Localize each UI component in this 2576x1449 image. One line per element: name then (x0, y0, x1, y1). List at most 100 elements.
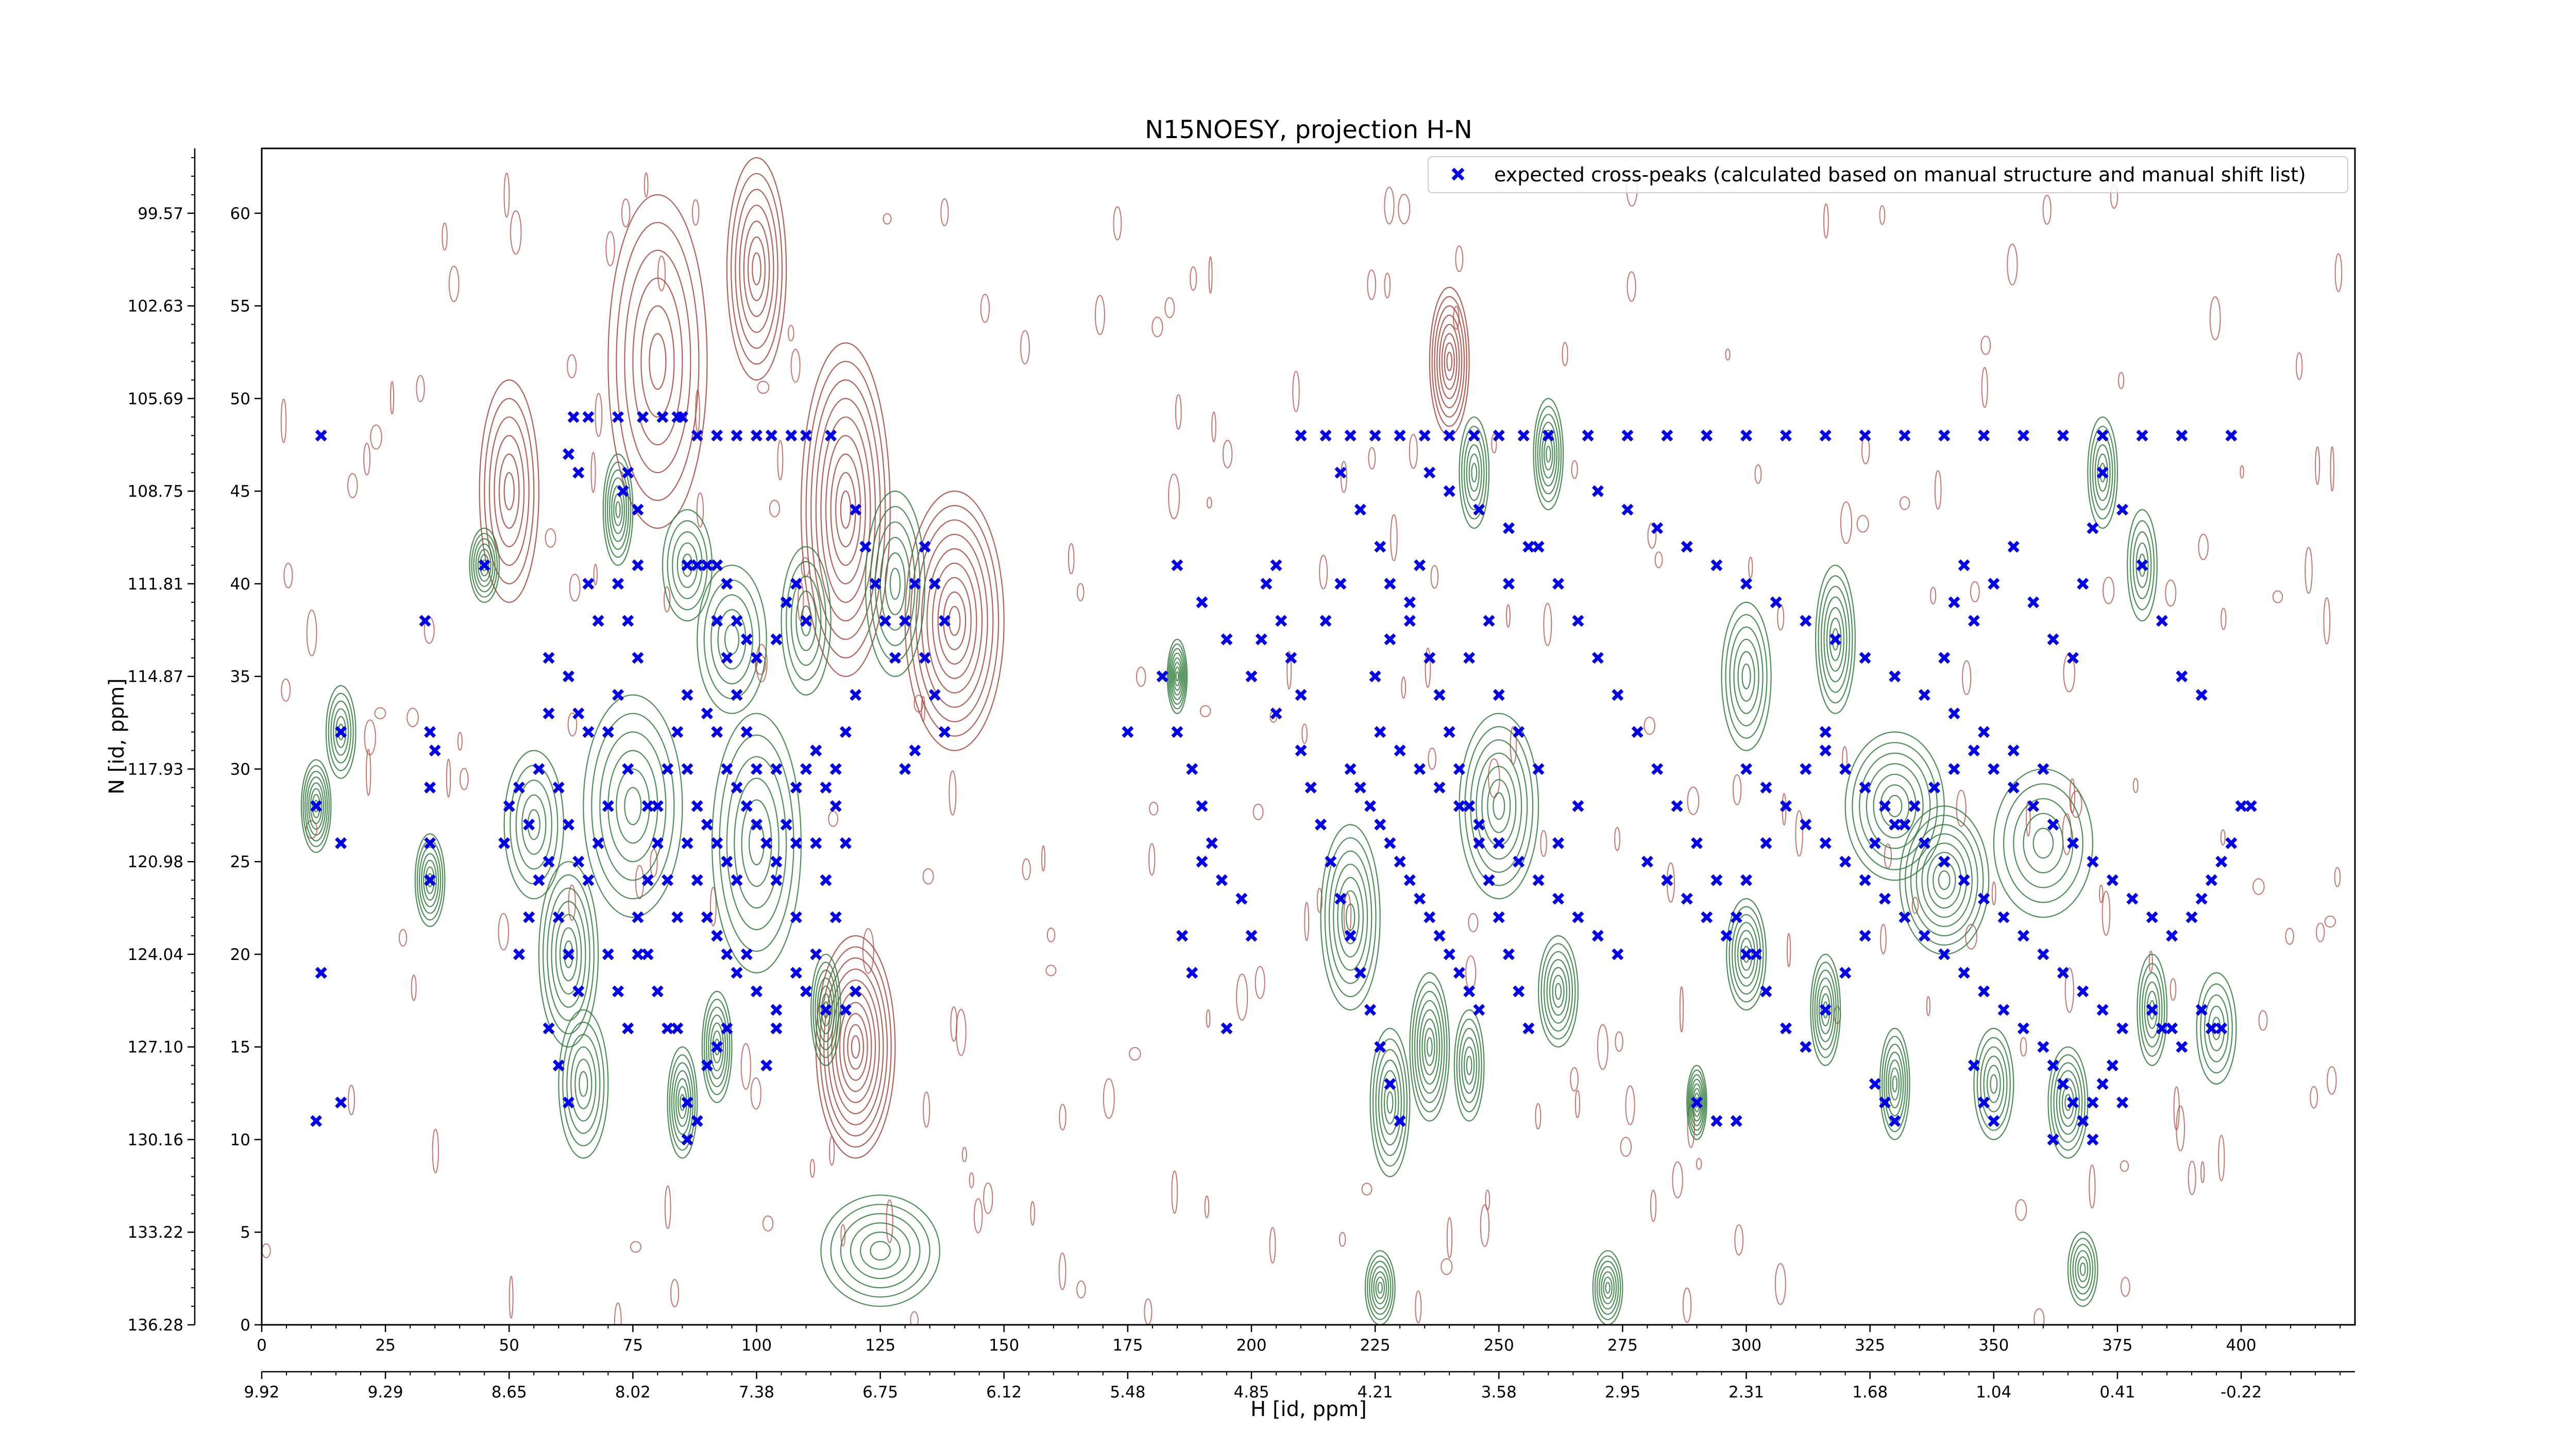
cross-peak-stroke (1710, 559, 1723, 571)
cross-peak-stroke (1889, 1115, 1901, 1127)
cross-peak-stroke (1968, 615, 1980, 627)
noise-contour (1574, 1089, 1581, 1118)
contour-ring (741, 799, 772, 887)
cross-peak-stroke (676, 411, 688, 423)
cross-peak-point (1532, 874, 1545, 886)
x-index-tick-label: 150 (989, 1336, 1019, 1355)
cross-peak-point (1651, 763, 1664, 775)
contour-ring (705, 1006, 728, 1087)
cross-peak-stroke (567, 411, 580, 423)
noise-contour (614, 1302, 622, 1325)
cross-peak-stroke (800, 429, 812, 442)
contour-ring (1886, 1051, 1904, 1117)
contour-ring (503, 750, 565, 900)
noise-contour (2015, 1199, 2027, 1221)
contour-ring (1546, 959, 1570, 1024)
contour-ring (604, 461, 632, 558)
cross-peak-stroke (1344, 763, 1357, 775)
contour-ring (1170, 652, 1184, 700)
noise-contour (2209, 296, 2221, 341)
cross-peak-stroke (2176, 1041, 2188, 1053)
cross-peak-point (1988, 763, 2000, 775)
cross-peak-point (1463, 800, 1476, 812)
cross-peak-stroke (1532, 541, 1545, 553)
contour-ring (423, 860, 437, 901)
cross-peak-point (740, 948, 753, 961)
noise-contour (1991, 881, 1996, 905)
cross-peak-point (1591, 930, 1604, 942)
cross-peak-stroke (1513, 985, 1525, 998)
cross-peak-stroke (2037, 763, 2049, 775)
contour-ring (708, 1014, 726, 1080)
x-ppm-tick-label: 0.41 (2099, 1383, 2135, 1402)
cross-peak-stroke (2077, 1115, 2089, 1127)
cross-peak-stroke (1740, 763, 1753, 775)
contour-ring (2139, 963, 2165, 1057)
cross-peak-stroke (1582, 429, 1594, 442)
contour-ring (1424, 1027, 1435, 1066)
cross-peak-point (1819, 429, 1832, 442)
cross-peak-stroke (1354, 967, 1366, 979)
cross-peak-stroke (1997, 1004, 2010, 1016)
contour-ring (1172, 657, 1183, 696)
cross-peak-stroke (1681, 892, 1693, 905)
cross-peak-point (1829, 633, 1841, 646)
cross-peak-point (2077, 985, 2089, 998)
cross-peak-stroke (572, 466, 585, 479)
cross-peak-point (2007, 541, 2020, 553)
cross-peak-point (1621, 429, 1634, 442)
cross-peak-stroke (1522, 1022, 1535, 1035)
contour-ring (547, 887, 590, 1021)
cross-peak-point (1988, 578, 2000, 590)
contour-ring (697, 564, 767, 714)
cross-peak-point (1319, 615, 1332, 627)
cross-peak-stroke (711, 726, 723, 738)
y-ppm-tick-label: 124.04 (128, 946, 183, 964)
contour-ring (1493, 792, 1505, 820)
cross-peak-stroke (1988, 1115, 2000, 1127)
contour-ring (564, 940, 573, 968)
cross-peak-stroke (1354, 503, 1366, 516)
cross-peak-point (2195, 1004, 2208, 1016)
cross-peak-stroke (419, 615, 431, 627)
contour-ring (840, 491, 852, 529)
noise-contour (910, 1311, 919, 1325)
noise-contour (1269, 1227, 1276, 1263)
contour-ring (566, 1034, 601, 1134)
contour-ring (1910, 824, 1978, 937)
contour-ring (830, 1204, 930, 1298)
x-ppm-tick-label: 5.48 (1110, 1383, 1145, 1402)
contour-ring (1169, 648, 1185, 705)
cross-peak-point (2096, 429, 2109, 442)
cross-peak-point (1978, 429, 1990, 442)
cross-peak-stroke (1879, 1097, 1891, 1109)
noise-contour (1926, 996, 1930, 1016)
cross-peak-point (785, 429, 798, 442)
cross-peak-point (1701, 911, 1713, 923)
noise-contour (2240, 465, 2244, 479)
cross-peak-stroke (1403, 615, 1416, 627)
cross-peak-stroke (543, 1022, 555, 1035)
noise-contour (446, 759, 451, 798)
contour-ring (551, 901, 586, 1008)
cross-peak-point (2166, 930, 2178, 942)
cross-peak-point (919, 541, 931, 553)
contour-ring (1880, 784, 1910, 828)
noise-contour (1696, 1158, 1702, 1170)
cross-peak-point (681, 837, 693, 849)
cross-peak-stroke (2205, 874, 2217, 886)
cross-peak-stroke (1661, 874, 1673, 886)
cross-peak-point (1503, 522, 1515, 534)
noise-contour (2173, 1086, 2180, 1131)
contour-ring (1412, 981, 1448, 1113)
noise-contour (432, 1128, 439, 1174)
cross-peak-point (790, 837, 802, 849)
contour-ring (2200, 983, 2233, 1074)
cross-peak-stroke (1334, 578, 1347, 590)
cross-peak-stroke (790, 578, 802, 590)
y-ppm-tick-label: 105.69 (128, 390, 183, 408)
cross-peak-stroke (2057, 967, 2069, 979)
chart-title: N15NOESY, projection H-N (1145, 115, 1472, 144)
cross-peak-point (1403, 874, 1416, 886)
cross-peak-stroke (552, 781, 565, 794)
